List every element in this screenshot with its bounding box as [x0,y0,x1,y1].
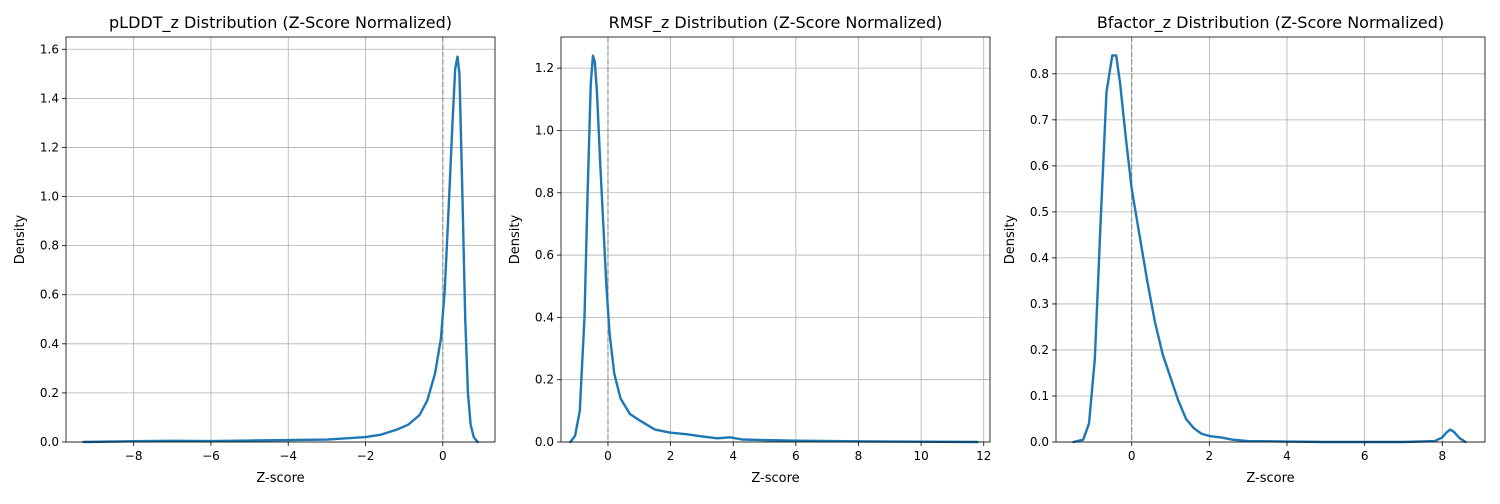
x-tick-label: 0 [439,449,447,463]
y-axis-label: Density [13,214,28,264]
x-tick-label: −2 [357,449,375,463]
y-tick-label: 0.0 [40,435,59,449]
y-tick-label: 1.2 [535,61,554,75]
chart-1: −8 −6 −4 −2 0 0.0 0.2 0.4 0.6 0.8 1.0 1.2 1.4 1.6 pLDD… [13,13,496,486]
y-tick-label: 0.8 [535,186,554,200]
density-series-line [569,54,979,444]
y-tick-label: 0.4 [1030,251,1049,265]
y-tick-label: 0.6 [535,248,554,262]
chart-title: pLDDT_z Distribution (Z-Score Normalized… [109,13,452,33]
density-series-line [82,55,479,444]
y-tick-label: 1.0 [40,190,59,204]
x-tick-label: −8 [125,449,143,463]
chart-title: Bfactor_z Distribution (Z-Score Normaliz… [1097,13,1444,33]
x-axis-label: Z-score [256,471,304,486]
chart-3: 0 2 4 6 8 0.0 0.1 0.2 0.3 0.4 0.5 0.6 0.7 0.8 Bfactor_… [1003,13,1486,486]
y-tick-label: 0.8 [40,239,59,253]
x-axis-label: Z-score [751,471,799,486]
y-tick-label: 0.4 [535,310,554,324]
y-tick-label: 0.4 [40,337,59,351]
x-tick-label: 12 [976,449,991,463]
y-axis-label: Density [508,214,523,264]
x-tick-label: 6 [1361,449,1369,463]
x-axis-label: Z-score [1246,471,1294,486]
x-tick-label: −6 [202,449,220,463]
y-axis-label: Density [1003,214,1018,264]
y-tick-label: 0.8 [1030,67,1049,81]
y-tick-label: 1.2 [40,140,59,154]
x-tick-label: 2 [1206,449,1214,463]
y-tick-label: 1.4 [40,91,59,105]
y-tick-label: 0.3 [1030,297,1049,311]
density-series-line [1072,54,1467,444]
x-tick-label: 8 [1438,449,1446,463]
plot-frame [1055,36,1486,443]
x-tick-label: 0 [1128,449,1136,463]
y-tick-label: 0.0 [535,435,554,449]
plot-frame [65,36,496,443]
y-tick-label: 0.2 [535,373,554,387]
y-tick-label: 0.6 [40,288,59,302]
y-tick-label: 0.7 [1030,113,1049,127]
y-tick-label: 0.1 [1030,389,1049,403]
x-tick-label: 6 [792,449,800,463]
y-tick-label: 1.6 [40,42,59,56]
y-tick-label: 0.2 [40,386,59,400]
x-tick-label: 10 [913,449,928,463]
y-tick-label: 0.5 [1030,205,1049,219]
x-tick-label: 0 [604,449,612,463]
y-tick-label: 0.2 [1030,343,1049,357]
x-tick-label: 4 [729,449,737,463]
chart-title: RMSF_z Distribution (Z-Score Normalized) [609,13,943,33]
y-tick-label: 0.6 [1030,159,1049,173]
chart-2: 0 2 4 6 8 10 12 0.0 0.2 0.4 0.6 0.8 1.0 1.2 RMSF_z Dis… [508,13,991,486]
x-tick-label: 8 [855,449,863,463]
x-tick-label: 2 [667,449,675,463]
x-tick-label: 4 [1283,449,1291,463]
y-tick-label: 0.0 [1030,435,1049,449]
plot-frame [560,36,991,443]
y-tick-label: 1.0 [535,123,554,137]
x-tick-label: −4 [279,449,297,463]
